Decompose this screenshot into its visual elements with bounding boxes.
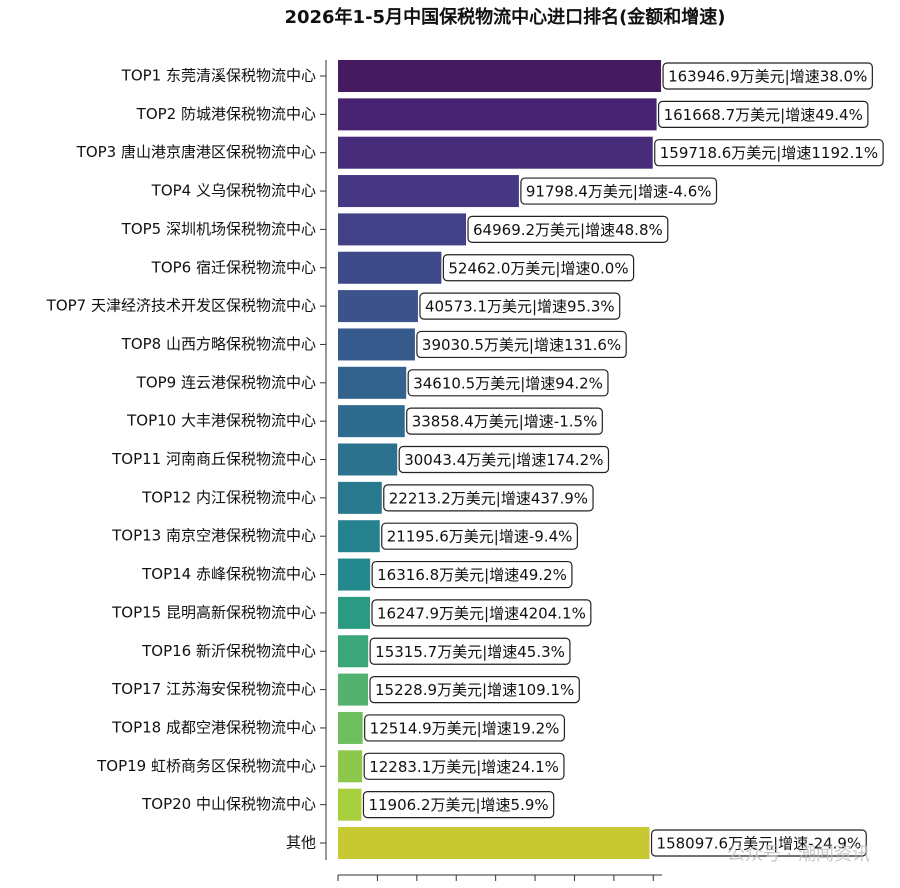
watermark: 公众号 · 潮闻资讯 — [727, 844, 870, 865]
value-label: 163946.9万美元|增速38.0% — [668, 68, 867, 86]
value-label-box — [407, 369, 609, 397]
value-label: 159718.6万美元|增速1192.1% — [660, 144, 878, 162]
value-label-box — [369, 637, 571, 665]
value-label: 64969.2万美元|增速48.8% — [473, 221, 663, 239]
value-label-box — [398, 445, 610, 474]
bar — [338, 635, 369, 668]
y-tick-label: TOP7 天津经济技术开发区保税物流中心 — [46, 297, 316, 315]
value-label: 33858.4万美元|增速-1.5% — [412, 413, 598, 431]
value-label-box — [371, 560, 573, 589]
bar — [338, 520, 380, 553]
value-label: 34610.5万美元|增速94.2% — [413, 374, 603, 392]
bar — [338, 481, 382, 514]
bar — [338, 788, 362, 821]
y-tick-label: TOP20 中山保税物流中心 — [141, 795, 316, 813]
y-tick-label: 其他 — [286, 834, 316, 852]
bar — [338, 136, 653, 169]
value-label-box — [419, 292, 621, 320]
y-tick-label: TOP11 河南商丘保税物流中心 — [111, 450, 316, 468]
y-tick-label: TOP16 新沂保税物流中心 — [141, 642, 316, 660]
value-label: 16247.9万美元|增速4204.1% — [377, 604, 586, 622]
y-tick-label: TOP1 东莞清溪保税物流中心 — [121, 67, 316, 85]
value-label-box — [406, 407, 603, 435]
value-label: 22213.2万美元|增速437.9% — [389, 489, 588, 507]
value-label-box — [657, 100, 869, 128]
value-label: 52462.0万美元|增速0.0% — [448, 259, 628, 277]
y-tick-label: TOP12 内江保税物流中心 — [141, 488, 316, 506]
y-tick-label: TOP3 唐山港京唐港区保税物流中心 — [76, 143, 316, 161]
bar — [338, 328, 415, 361]
chart-title: 2026年1-5月中国保税物流中心进口排名(金额和增速) — [284, 6, 725, 28]
value-label-box — [467, 215, 669, 243]
value-label-box — [364, 714, 566, 742]
y-tick-label: TOP17 江苏海安保税物流中心 — [111, 680, 316, 698]
bar — [338, 175, 519, 208]
y-tick-label: TOP13 南京空港保税物流中心 — [111, 527, 316, 545]
value-label-box — [520, 177, 718, 205]
value-label: 30043.4万美元|增速174.2% — [404, 451, 603, 469]
bar — [338, 596, 371, 629]
y-tick-label: TOP2 防城港保税物流中心 — [136, 105, 316, 123]
bar — [338, 673, 369, 706]
bar — [338, 405, 405, 438]
bar — [338, 251, 442, 284]
value-label: 39030.5万美元|增速131.6% — [422, 336, 621, 354]
bar — [338, 213, 467, 246]
y-tick-label: TOP6 宿迁保税物流中心 — [151, 258, 316, 276]
y-tick-label: TOP14 赤峰保税物流中心 — [141, 565, 316, 583]
bar — [338, 711, 363, 744]
bar — [338, 443, 398, 476]
bar — [338, 98, 657, 131]
y-tick-label: TOP8 山西方略保税物流中心 — [121, 335, 316, 353]
value-label-box — [371, 599, 592, 627]
value-label-box — [381, 522, 578, 550]
value-label: 15228.9万美元|增速109.1% — [375, 681, 574, 699]
y-tick-label: TOP18 成都空港保税物流中心 — [111, 718, 316, 736]
value-label: 12283.1万美元|增速24.1% — [369, 758, 559, 776]
y-tick-label: TOP10 大丰港保税物流中心 — [126, 412, 316, 430]
bar — [338, 290, 418, 323]
bar — [338, 827, 650, 859]
value-label-box — [362, 791, 555, 819]
value-label-box — [442, 254, 635, 282]
value-label: 11906.2万美元|增速5.9% — [368, 796, 548, 814]
y-tick-label: TOP5 深圳机场保税物流中心 — [121, 220, 316, 238]
y-tick-label: TOP19 虹桥商务区保税物流中心 — [96, 757, 316, 775]
value-label: 161668.7万美元|增速49.4% — [664, 106, 863, 124]
value-label-box — [650, 829, 867, 857]
value-label: 158097.6万美元|增速-24.9% — [657, 835, 862, 853]
value-label-box — [363, 752, 565, 780]
bar — [338, 366, 407, 399]
value-label: 40573.1万美元|增速95.3% — [425, 298, 615, 316]
value-label-box — [662, 62, 873, 90]
value-label-box — [369, 675, 580, 704]
bar — [338, 750, 363, 783]
value-label: 12514.9万美元|增速19.2% — [370, 719, 560, 737]
value-label: 16316.8万美元|增速49.2% — [377, 566, 567, 584]
value-label-box — [383, 484, 594, 512]
bar — [338, 558, 371, 591]
bar — [338, 60, 662, 92]
value-label-box — [654, 139, 884, 167]
value-label: 91798.4万美元|增速-4.6% — [526, 183, 712, 201]
y-tick-label: TOP15 昆明高新保税物流中心 — [111, 603, 316, 621]
value-label: 15315.7万美元|增速45.3% — [375, 643, 565, 661]
value-label: 21195.6万美元|增速-9.4% — [387, 528, 573, 546]
y-tick-label: TOP4 义乌保税物流中心 — [151, 182, 316, 200]
y-tick-label: TOP9 连云港保税物流中心 — [136, 373, 316, 391]
value-label-box — [416, 330, 627, 359]
